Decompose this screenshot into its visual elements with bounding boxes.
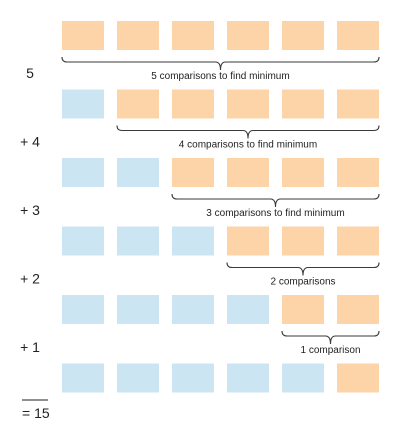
- unsorted-cell: [172, 89, 214, 119]
- unsorted-cell: [227, 226, 269, 256]
- unsorted-cell: [282, 226, 324, 256]
- sorted-cell: [282, 363, 324, 393]
- brace-label-5: 1 comparison: [300, 345, 360, 356]
- unsorted-cell: [227, 158, 269, 187]
- brace-label-2: 4 comparisons to find minimum: [179, 140, 317, 151]
- sorted-cell: [172, 226, 214, 256]
- unsorted-cell: [117, 21, 159, 50]
- sorted-cell: [117, 158, 159, 187]
- array-row-1: [62, 21, 379, 50]
- unsorted-cell: [337, 89, 379, 119]
- unsorted-cell: [337, 158, 379, 187]
- brace-label-4: 2 comparisons: [270, 277, 335, 288]
- sorted-cell: [172, 295, 214, 324]
- unsorted-cell: [337, 363, 379, 393]
- sum-term-2: + 4: [20, 134, 40, 150]
- brace-label-3: 3 comparisons to find minimum: [206, 208, 344, 219]
- sum-term-5: + 1: [20, 339, 40, 355]
- sorted-cell: [62, 158, 104, 187]
- unsorted-cell: [337, 226, 379, 256]
- array-row-5: [62, 295, 379, 324]
- unsorted-cell: [172, 158, 214, 187]
- array-row-4: [62, 226, 379, 256]
- unsorted-cell: [282, 89, 324, 119]
- sorted-cell: [172, 363, 214, 393]
- sorted-cell: [62, 89, 104, 119]
- sum-term-3: + 3: [20, 202, 40, 218]
- unsorted-cell: [282, 21, 324, 50]
- unsorted-cell: [227, 21, 269, 50]
- unsorted-cell: [117, 89, 159, 119]
- unsorted-cell: [282, 158, 324, 187]
- sorted-cell: [62, 226, 104, 256]
- brace-3: [171, 193, 380, 208]
- brace-1: [61, 56, 380, 71]
- sum-term-4: + 2: [20, 271, 40, 287]
- array-row-6: [62, 363, 379, 393]
- brace-label-1: 5 comparisons to find minimum: [151, 71, 289, 82]
- sum-term-1: 5: [26, 65, 34, 81]
- unsorted-cell: [227, 89, 269, 119]
- sorted-cell: [117, 295, 159, 324]
- sorted-cell: [62, 363, 104, 393]
- brace-5: [281, 330, 380, 345]
- unsorted-cell: [62, 21, 104, 50]
- sum-total: = 15: [22, 405, 50, 421]
- array-row-2: [62, 89, 379, 119]
- unsorted-cell: [337, 295, 379, 324]
- comparison-braces: 5 comparisons to find minimum 4 compariso…: [61, 56, 380, 356]
- brace-4: [226, 262, 380, 276]
- array-row-3: [62, 158, 379, 187]
- brace-2: [116, 125, 380, 139]
- sorted-cell: [227, 363, 269, 393]
- sorted-cell: [62, 295, 104, 324]
- unsorted-cell: [172, 21, 214, 50]
- sum-terms: 5 + 4 + 3 + 2 + 1: [20, 65, 40, 355]
- array-rows: [62, 21, 379, 393]
- sorted-cell: [227, 295, 269, 324]
- unsorted-cell: [282, 295, 324, 324]
- sorted-cell: [117, 363, 159, 393]
- sorted-cell: [117, 226, 159, 256]
- unsorted-cell: [337, 21, 379, 50]
